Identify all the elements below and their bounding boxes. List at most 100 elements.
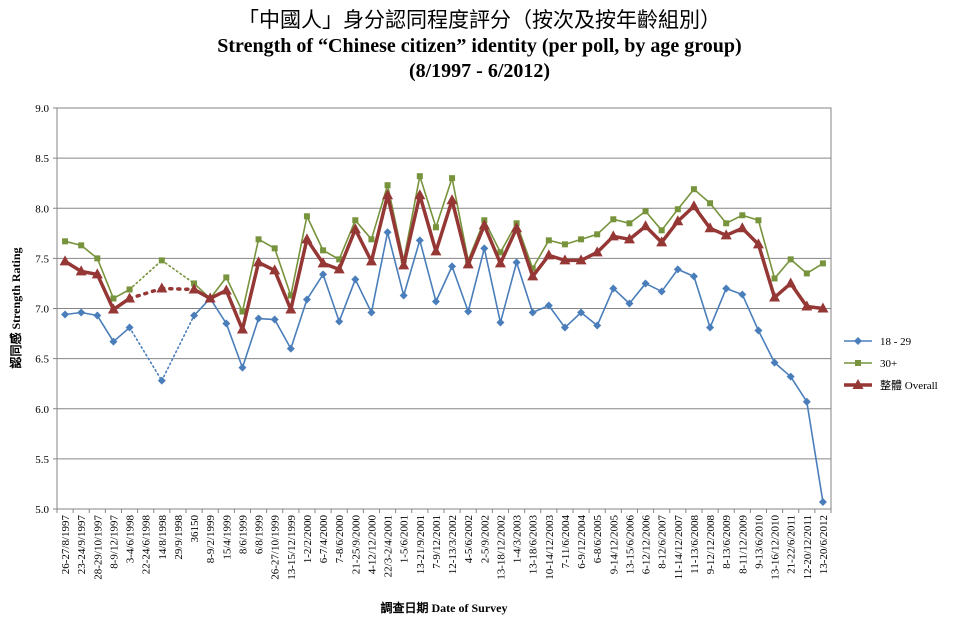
- series-line-segment: [386, 231, 405, 297]
- x-tick-label: 13-18/12/2002: [495, 515, 507, 580]
- series-line-segment: [224, 288, 245, 332]
- chart-date-range: (8/1997 - 6/2012): [408, 60, 551, 82]
- data-point: [706, 323, 715, 332]
- x-axis-ticks: 26-27/8/1997 23-24/9/1997 28-29/10/1997 8-9…: [56, 509, 832, 580]
- series-line-segment: [306, 215, 324, 252]
- x-tick-label: 10-14/12/2003: [544, 515, 556, 580]
- data-point: [689, 272, 698, 281]
- series-line-segment: [515, 261, 534, 314]
- series-line-segment: [644, 210, 663, 232]
- x-tick-label: 6-12/12/2006: [641, 515, 653, 575]
- data-point: [787, 256, 794, 263]
- data-point: [528, 308, 537, 317]
- x-tick-label: 11-13/6/2008: [689, 515, 701, 574]
- data-point: [158, 257, 165, 264]
- data-point: [335, 317, 344, 326]
- series-line-segment: [789, 375, 808, 403]
- data-point: [527, 270, 539, 281]
- x-tick-label: 13-15/6/2006: [624, 515, 636, 575]
- series-line-segment: [128, 326, 163, 382]
- x-tick-label: 13-16/12/2010: [770, 515, 782, 580]
- x-tick-label: 3-4/6/1998: [125, 515, 137, 564]
- data-point: [722, 284, 731, 293]
- data-point: [771, 275, 778, 282]
- series-line-segment: [240, 260, 261, 332]
- data-point: [78, 242, 85, 249]
- data-point: [818, 497, 827, 506]
- data-point: [801, 300, 813, 311]
- series-line-segment: [628, 282, 647, 305]
- x-tick-label: 8/6/1999: [237, 515, 249, 555]
- series-layer: [59, 173, 829, 506]
- series-line-segment: [241, 238, 260, 313]
- data-point: [204, 292, 216, 303]
- y-tick-label: 5.5: [35, 454, 49, 466]
- x-tick-label: 22-24/6/1998: [141, 515, 153, 575]
- series-line-segment: [96, 314, 115, 343]
- series-line-segment: [435, 265, 453, 303]
- data-point: [560, 323, 569, 332]
- data-point: [561, 241, 568, 248]
- data-point: [720, 229, 732, 240]
- data-point: [494, 257, 506, 268]
- series-line-segment: [225, 322, 244, 369]
- data-point: [672, 215, 684, 226]
- data-point: [512, 258, 521, 267]
- x-tick-label: 28-29/10/1997: [92, 515, 104, 580]
- series-line-segment: [385, 193, 406, 268]
- data-point: [59, 255, 71, 266]
- data-point: [607, 230, 619, 241]
- data-point: [190, 311, 199, 320]
- series-line-segment: [531, 239, 550, 270]
- legend-label: 整體 Overall: [880, 378, 938, 392]
- data-point: [109, 337, 118, 346]
- data-point: [368, 236, 375, 243]
- series-line-segment: [306, 273, 324, 301]
- y-tick-label: 7.0: [35, 304, 49, 316]
- legend-marker: [852, 379, 864, 389]
- series-line-segment: [514, 226, 535, 279]
- series-line-segment: [273, 318, 292, 350]
- data-point: [755, 217, 762, 224]
- legend-label: 30+: [880, 358, 897, 370]
- series-line-segment: [290, 298, 308, 350]
- data-point: [707, 200, 714, 207]
- data-point: [738, 290, 747, 299]
- data-point: [157, 376, 166, 385]
- data-point: [802, 397, 811, 406]
- y-axis-title: 認同感 Strength Rating: [8, 247, 23, 368]
- data-point: [819, 260, 826, 267]
- data-point: [416, 173, 423, 180]
- data-point: [126, 286, 133, 293]
- data-point: [239, 308, 246, 315]
- data-point: [223, 274, 230, 281]
- data-point: [156, 282, 168, 293]
- data-point: [285, 303, 297, 314]
- series-line-segment: [499, 261, 518, 324]
- x-tick-label: 13-20/6/2012: [818, 515, 830, 574]
- series-line-segment: [419, 175, 437, 229]
- legend-item: 整體 Overall: [844, 378, 938, 392]
- series-line-segment: [241, 317, 260, 369]
- series-line-segment: [370, 231, 389, 314]
- data-point: [352, 217, 359, 224]
- series-1: [62, 173, 826, 315]
- data-point: [94, 255, 101, 262]
- series-line-segment: [677, 188, 695, 211]
- y-tick-label: 9.0: [35, 103, 49, 115]
- x-tick-label: 4-5/6/2002: [463, 515, 475, 563]
- series-line-segment: [660, 268, 679, 293]
- series-line-segment: [741, 293, 760, 332]
- y-tick-label: 6.5: [35, 354, 49, 366]
- x-tick-label: 7-9/12/2001: [431, 515, 443, 569]
- legend-marker: [855, 360, 861, 366]
- series-line-segment: [96, 257, 115, 300]
- x-tick-label: 7-8/6/2000: [334, 515, 346, 564]
- y-tick-label: 6.0: [35, 404, 49, 416]
- data-point: [625, 299, 634, 308]
- data-point: [610, 216, 617, 223]
- series-line-segment: [354, 219, 373, 241]
- series-line-segment: [644, 282, 663, 293]
- series-line-segment: [160, 286, 196, 292]
